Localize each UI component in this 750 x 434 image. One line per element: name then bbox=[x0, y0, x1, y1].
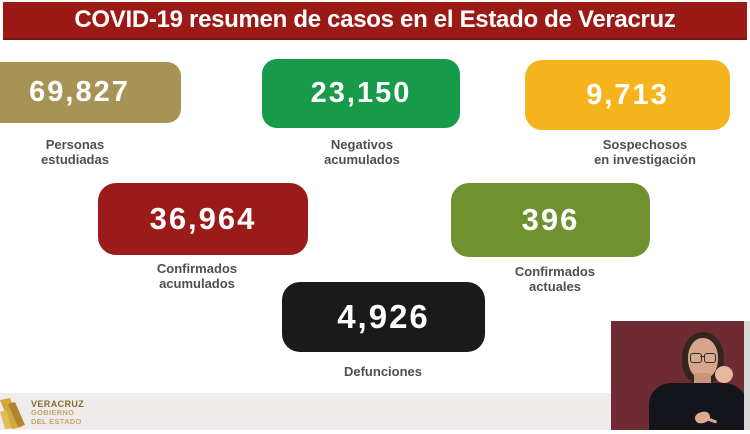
stat-value-personas-estudiadas: 69,827 bbox=[29, 76, 130, 108]
stat-label-line: en investigación bbox=[594, 152, 696, 167]
stat-card-confirmados-actuales: 396 bbox=[451, 183, 650, 257]
stat-value-defunciones: 4,926 bbox=[337, 298, 430, 335]
stat-label-line: acumulados bbox=[324, 152, 400, 167]
stat-label-line: Personas bbox=[45, 137, 105, 152]
stat-label-confirmados-acumulados: Confirmados acumulados bbox=[97, 261, 297, 291]
stat-value-confirmados-actuales: 396 bbox=[521, 202, 580, 237]
veracruz-logo-icon bbox=[0, 398, 26, 434]
stat-label-line: acumulados bbox=[159, 276, 235, 291]
sign-language-interpreter-video bbox=[611, 321, 744, 430]
page-title: COVID-19 resumen de casos en el Estado d… bbox=[74, 6, 676, 33]
stat-card-defunciones: 4,926 bbox=[282, 282, 485, 352]
glasses-bridge bbox=[700, 356, 704, 357]
stat-label-confirmados-actuales: Confirmados actuales bbox=[455, 264, 655, 294]
logo-subtitle-line: GOBIERNO bbox=[31, 408, 75, 417]
logo-text-block: VERACRUZ GOBIERNO DEL ESTADO bbox=[31, 398, 84, 426]
stat-label-line: Negativos bbox=[330, 137, 394, 152]
stat-label-defunciones: Defunciones bbox=[283, 364, 483, 379]
glasses-lens bbox=[704, 353, 716, 363]
glasses-lens bbox=[690, 353, 702, 363]
stat-label-negativos-acumulados: Negativos acumulados bbox=[262, 137, 462, 167]
stat-value-negativos-acumulados: 23,150 bbox=[310, 77, 412, 109]
stat-label-personas-estudiadas: Personas estudiadas bbox=[0, 137, 175, 167]
glasses-icon bbox=[690, 353, 717, 363]
stat-label-sospechosos: Sospechosos en investigación bbox=[545, 137, 745, 167]
stat-label-line: Sospechosos bbox=[602, 137, 688, 152]
stat-card-personas-estudiadas: 69,827 bbox=[0, 62, 181, 123]
stat-label-line: estudiadas bbox=[41, 152, 109, 167]
video-edge-strip bbox=[744, 321, 750, 430]
stat-card-sospechosos: 9,713 bbox=[525, 60, 730, 130]
interpreter-head bbox=[688, 338, 718, 379]
interpreter-body bbox=[649, 383, 744, 430]
logo-title: VERACRUZ bbox=[31, 399, 85, 409]
logo-subtitle-line: DEL ESTADO bbox=[31, 417, 82, 426]
stat-label-line: Defunciones bbox=[343, 364, 422, 379]
stat-label-line: Confirmados bbox=[514, 264, 596, 279]
stat-value-sospechosos: 9,713 bbox=[586, 78, 669, 111]
stat-card-confirmados-acumulados: 36,964 bbox=[98, 183, 308, 255]
stat-label-line: Confirmados bbox=[156, 261, 238, 276]
interpreter-neck bbox=[694, 373, 711, 385]
veracruz-government-logo: VERACRUZ GOBIERNO DEL ESTADO bbox=[0, 398, 84, 430]
stat-label-line: actuales bbox=[528, 279, 582, 294]
title-bar: COVID-19 resumen de casos en el Estado d… bbox=[3, 2, 747, 40]
stat-value-confirmados-acumulados: 36,964 bbox=[149, 201, 257, 236]
interpreter-raised-hand bbox=[715, 366, 733, 383]
stat-card-negativos-acumulados: 23,150 bbox=[262, 59, 460, 128]
